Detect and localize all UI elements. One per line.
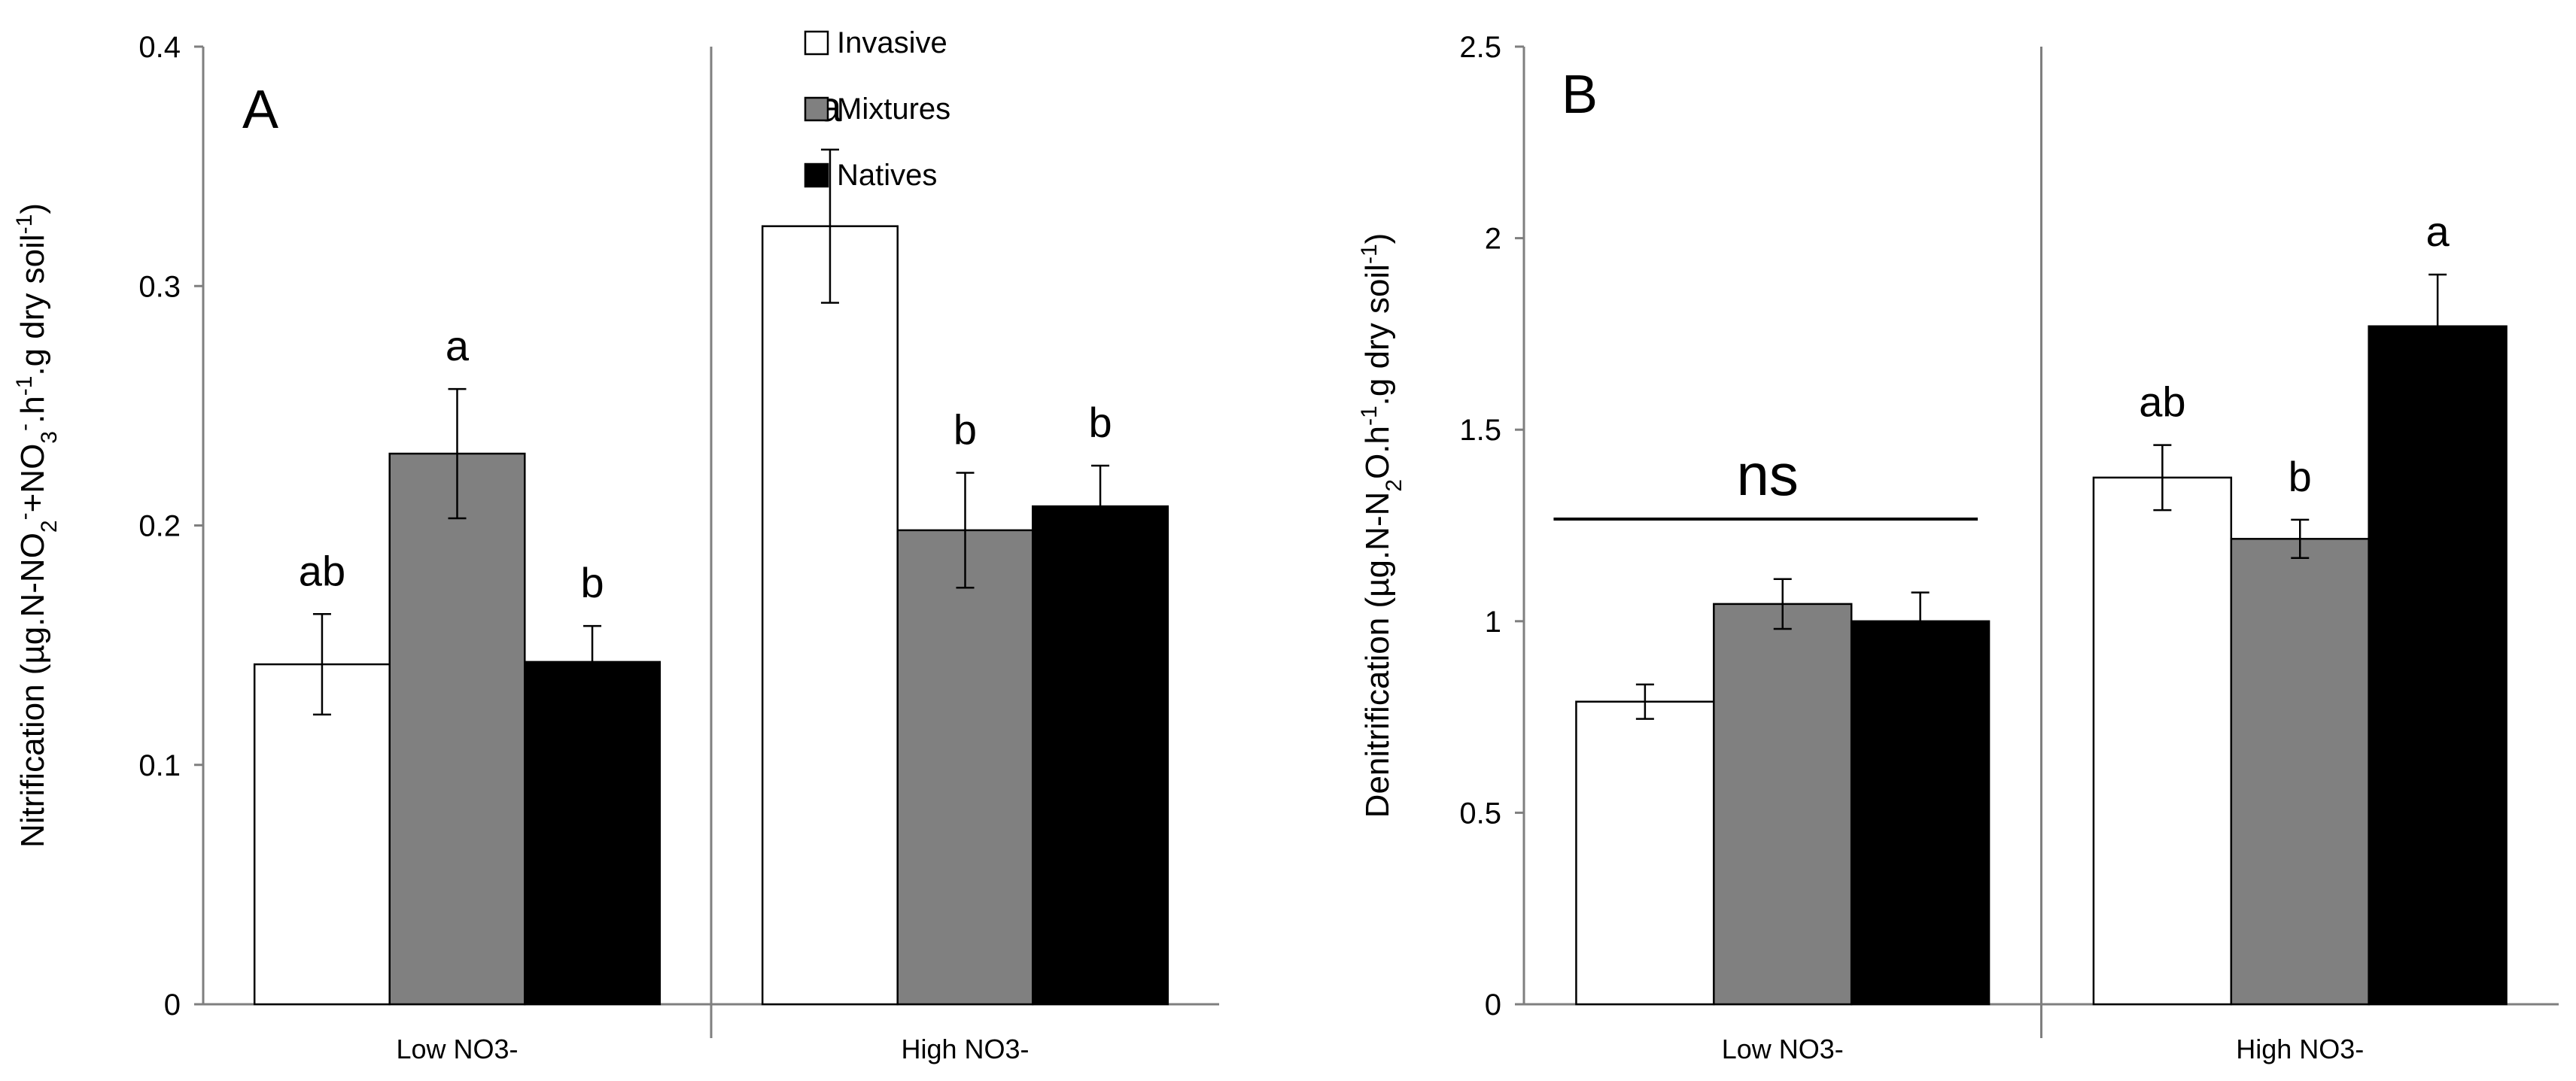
panel-b-denitrification-chart: 0 0.5 1 1.5 2 2.5 Low NO3- High NO3- ab b a ns B Deni… <box>1357 31 2559 1064</box>
bar-natives-low <box>1850 620 1991 1006</box>
bar-invasive-low <box>1575 700 1715 1006</box>
y-axis-label-text: +NO <box>14 444 51 513</box>
bar-mixtures-high <box>2230 538 2370 1006</box>
x-category-label: High NO3- <box>901 1034 1029 1064</box>
y-tick-label: 2.5 <box>1459 31 1501 64</box>
x-category-label: High NO3- <box>2236 1034 2364 1064</box>
y-tick-label: 0 <box>164 988 181 1022</box>
bar-mixtures-low <box>1713 603 1853 1006</box>
significance-letter: ab <box>299 547 345 594</box>
legend: Invasive Mixtures Natives <box>804 26 950 192</box>
y-axis-label-text: ) <box>14 203 51 214</box>
x-category-label: Low NO3- <box>1722 1034 1844 1064</box>
bar-invasive-high <box>2092 476 2233 1006</box>
y-axis-label-text: .h <box>14 396 51 424</box>
panel-label: A <box>242 80 278 140</box>
significance-letter: ab <box>2139 378 2185 426</box>
significance-letter: b <box>580 559 604 606</box>
y-tick-label: 1.5 <box>1459 414 1501 447</box>
y-axis-label-text: Denitrification (µg.N-N <box>1359 492 1396 818</box>
bar-mixtures-high <box>896 529 1034 1006</box>
bar-mixtures-low <box>388 452 526 1006</box>
y-axis-label-superscript: - <box>12 512 37 520</box>
y-axis-label-subscript: 2 <box>1382 479 1407 492</box>
significance-letter: b <box>2289 453 2312 500</box>
y-tick-label: 1 <box>1485 606 1501 639</box>
y-tick-label: 0.5 <box>1459 797 1501 830</box>
legend-swatch-mixtures <box>804 96 829 122</box>
legend-swatch-invasive <box>804 30 829 56</box>
bar-invasive-low <box>253 663 391 1006</box>
y-tick-label: 2 <box>1485 223 1501 256</box>
y-axis-label-text: O.h <box>1359 426 1396 479</box>
y-axis-label-text: ) <box>1359 233 1396 244</box>
legend-swatch-natives <box>804 162 829 188</box>
ns-annotation: ns <box>1737 442 1799 508</box>
significance-letter: b <box>1088 399 1112 446</box>
y-axis-label-subscript: 2 <box>37 520 62 533</box>
x-category-label: Low NO3- <box>396 1034 518 1064</box>
bar-invasive-high <box>761 225 899 1006</box>
y-axis-label: Nitrification (µg.N-NO2-+NO3-.h-1.g dry … <box>12 203 62 848</box>
y-axis-label-superscript: -1 <box>12 376 37 396</box>
panel-label: B <box>1562 65 1598 125</box>
y-axis-label-superscript: - <box>12 424 37 431</box>
y-tick-label: 0.1 <box>138 749 181 782</box>
bar-natives-high <box>1032 505 1169 1006</box>
y-tick-label: 0.2 <box>138 510 181 543</box>
y-axis-label-text: .g dry soil <box>1359 264 1396 405</box>
legend-label-mixtures: Mixtures <box>837 93 950 126</box>
y-axis-label-superscript: -1 <box>1357 244 1382 264</box>
y-tick-label: 0 <box>1485 988 1501 1022</box>
y-axis-label-subscript: 3 <box>37 431 62 444</box>
y-tick-label: 0.3 <box>138 270 181 303</box>
y-axis-label: Denitrification (µg.N-N2O.h-1.g dry soil… <box>1357 233 1407 818</box>
y-tick-label: 0.4 <box>138 31 181 64</box>
legend-label-natives: Natives <box>837 159 937 192</box>
y-axis-label-text: .g dry soil <box>14 234 51 375</box>
y-axis-label-superscript: -1 <box>1357 405 1382 426</box>
y-axis-label-superscript: -1 <box>12 214 37 235</box>
bar-natives-low <box>524 660 661 1006</box>
bar-natives-high <box>2368 325 2508 1006</box>
significance-letter: a <box>446 322 470 369</box>
y-axis-label-text: Nitrification (µg.N-NO <box>14 533 51 848</box>
legend-label-invasive: Invasive <box>837 26 947 59</box>
significance-letter: a <box>2426 208 2450 255</box>
significance-letter: b <box>953 405 977 453</box>
